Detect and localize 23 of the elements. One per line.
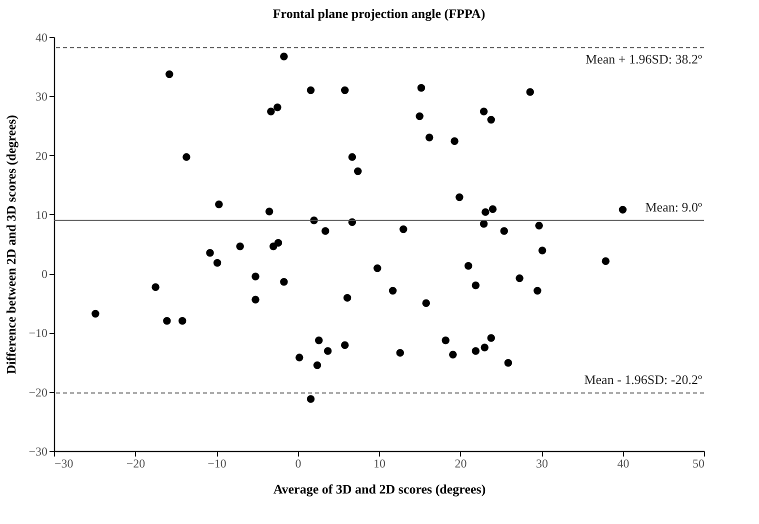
y-axis-title: Difference between 2D and 3D scores (degrees) (4, 114, 19, 374)
y-tick-label: 20 (36, 148, 48, 163)
x-tick-label: −30 (54, 456, 74, 470)
x-tick-label: 40 (617, 456, 630, 470)
y-tick-label: 40 (36, 30, 48, 44)
x-tick-label: −20 (126, 456, 146, 470)
y-tick-label: −10 (28, 326, 48, 340)
x-tick-label: 20 (454, 456, 467, 470)
x-tick-label: 10 (374, 456, 386, 470)
ref-line-label: Mean: 9.0º (645, 199, 702, 214)
ref-line-label: Mean - 1.96SD: -20.2º (584, 372, 702, 388)
x-axis-title: Average of 3D and 2D scores (degrees) (273, 482, 486, 496)
y-tick-label: −20 (28, 385, 48, 400)
chart-title: Frontal plane projection angle (FPPA) (272, 6, 486, 21)
y-tick-label: 10 (36, 208, 48, 222)
y-tick-label: 0 (42, 267, 48, 282)
x-tick-label: 30 (536, 456, 548, 470)
x-tick-label: 50 (692, 456, 704, 470)
ref-line-label: Mean + 1.96SD: 38.2º (586, 52, 702, 67)
y-tick-label: −30 (28, 444, 48, 458)
x-tick-label: −10 (208, 456, 226, 470)
x-tick-label: 0 (295, 456, 302, 470)
y-tick-label: 30 (36, 90, 48, 104)
